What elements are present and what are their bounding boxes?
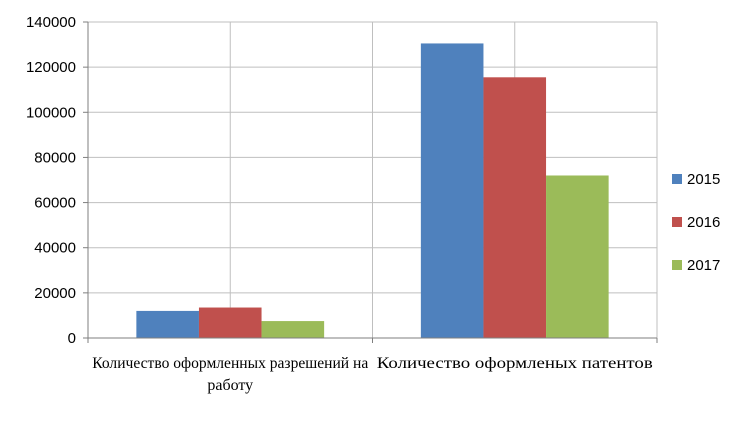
y-tick-label: 120000 [26, 59, 76, 76]
y-tick-label: 20000 [34, 285, 76, 302]
bar-2016-category-2 [483, 77, 547, 339]
y-tick-label: 40000 [34, 240, 76, 257]
category-label: Количество оформленых патентов [377, 355, 654, 372]
legend-swatch-2016 [672, 217, 682, 227]
x-axis: Количество оформленных разрешений на рабо… [92, 355, 653, 394]
legend-label-2017: 2017 [687, 257, 720, 274]
y-axis: 0 20000 40000 60000 80000 100000 120000 140000 [26, 14, 88, 347]
bar-2015-category-1 [136, 310, 199, 338]
bars [136, 43, 609, 339]
bar-2016-category-1 [198, 307, 262, 338]
y-tick-label: 80000 [34, 149, 76, 166]
legend-swatch-2015 [672, 174, 682, 184]
y-tick-label: 0 [68, 330, 76, 347]
legend-label-2016: 2016 [687, 214, 720, 231]
y-tick-label: 100000 [26, 104, 76, 121]
category-label: Количество оформленных разрешений на [92, 355, 368, 372]
bar-2017-category-1 [261, 321, 325, 338]
y-tick-label: 140000 [26, 14, 76, 31]
bar-2015-category-2 [420, 43, 484, 338]
y-tick-label: 60000 [34, 195, 76, 212]
axes [87, 22, 658, 343]
legend-swatch-2017 [672, 260, 682, 270]
category-label: работу [207, 377, 253, 394]
bar-2017-category-2 [546, 175, 609, 338]
legend: 2015 2016 2017 [672, 171, 720, 274]
legend-label-2015: 2015 [687, 171, 720, 188]
